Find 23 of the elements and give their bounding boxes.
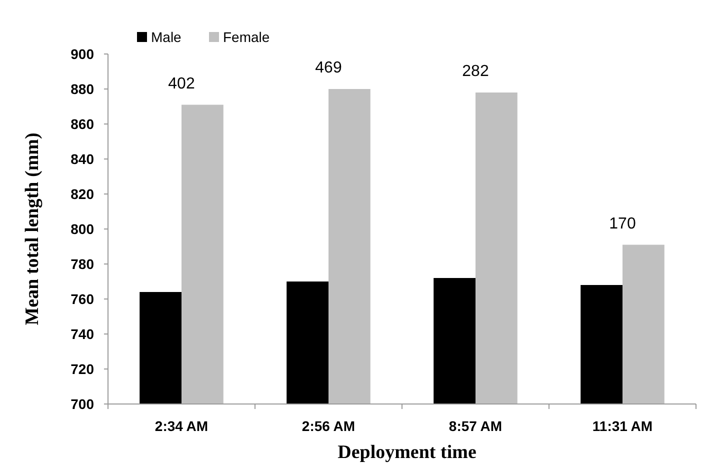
y-tick-label: 780 xyxy=(70,256,94,272)
x-tick-label: 2:56 AM xyxy=(302,418,356,434)
annotation: 469 xyxy=(315,60,342,77)
y-tick-label: 760 xyxy=(70,290,94,307)
x-tick-label: 11:31 AM xyxy=(592,418,653,434)
annotation: 282 xyxy=(462,63,489,80)
y-tick-label: 860 xyxy=(70,116,94,132)
x-axis-title: Deployment time xyxy=(338,442,476,463)
y-tick-label: 900 xyxy=(70,46,94,62)
y-tick-label: 880 xyxy=(70,80,94,97)
x-tick-label: 2:34 AM xyxy=(154,418,208,434)
y-tick-label: 840 xyxy=(70,150,94,167)
y-tick-label: 740 xyxy=(70,326,94,342)
y-tick-label: 720 xyxy=(70,360,94,377)
annotation: 170 xyxy=(609,215,636,232)
y-tick-label: 700 xyxy=(70,396,94,412)
y-tick-label: 800 xyxy=(70,220,94,237)
legend-label: Female xyxy=(223,28,270,45)
legend-label: Male xyxy=(151,28,182,45)
annotation: 402 xyxy=(168,75,195,92)
y-tick-label: 820 xyxy=(70,186,94,202)
x-tick-label: 8:57 AM xyxy=(448,418,502,434)
y-axis-title: Mean total length (mm) xyxy=(22,132,43,326)
